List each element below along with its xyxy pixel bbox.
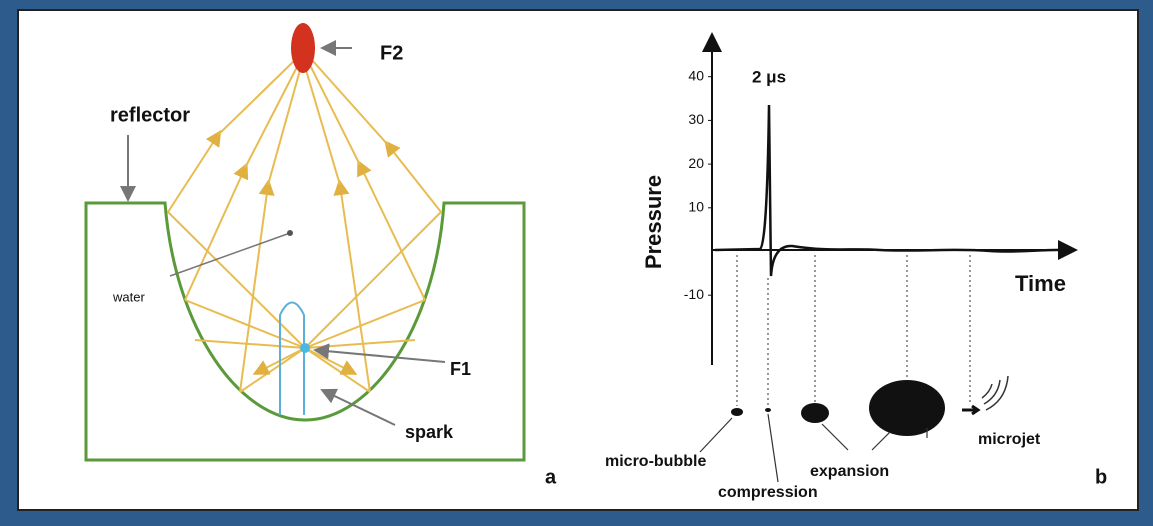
stage-label: expansion — [810, 463, 889, 480]
panel-tag: b — [1095, 466, 1107, 488]
stage-label: compression — [718, 484, 818, 501]
label: reflector — [110, 104, 190, 126]
y-tick-label: 40 — [688, 67, 704, 83]
y-tick-label: 10 — [688, 199, 704, 215]
label: F1 — [450, 359, 471, 379]
label: spark — [405, 422, 454, 442]
stage-label: micro-bubble — [605, 453, 706, 470]
bubble — [869, 380, 945, 436]
stage-label: microjet — [978, 431, 1041, 448]
bubble — [801, 403, 829, 423]
y-tick-label: 20 — [688, 155, 704, 171]
figure: F2 reflector water F1 spark a Pressure T… — [0, 0, 1153, 526]
y-tick-label: 30 — [688, 111, 704, 127]
panel-tag: a — [545, 466, 557, 488]
x-axis-label: Time — [1015, 271, 1066, 296]
bubble — [765, 408, 771, 412]
leader-dot — [287, 230, 293, 236]
y-axis-label: Pressure — [641, 175, 666, 269]
focus-f1 — [300, 343, 310, 353]
focus-f2 — [291, 23, 315, 73]
label: F2 — [380, 42, 403, 64]
label: water — [112, 289, 145, 304]
y-tick-label: -10 — [684, 286, 704, 302]
bubble — [731, 408, 743, 416]
pulse-label: 2 μs — [752, 67, 786, 86]
page: {"panel_a": {"f2": "F2", "reflector": "r… — [0, 0, 1153, 526]
